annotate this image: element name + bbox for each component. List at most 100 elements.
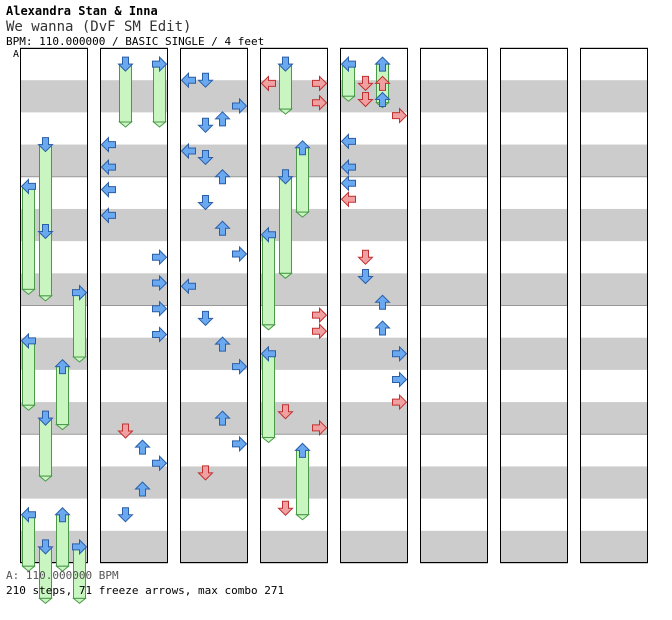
beat-band: [20, 466, 88, 499]
freeze-arrow-tail: [341, 95, 356, 102]
bpm-marker: A: [13, 49, 19, 60]
arrow-down-icon: [197, 310, 214, 327]
beat-band: [500, 208, 568, 242]
beat-band: [580, 208, 648, 242]
freeze-arrow-body: [296, 449, 309, 516]
arrow-left-icon: [20, 506, 36, 523]
arrow-up-icon: [214, 410, 231, 426]
freeze-arrow-tail: [21, 565, 36, 572]
arrow-left-icon: [340, 55, 356, 73]
beat-band: [420, 337, 488, 370]
arrow-down-icon: [37, 137, 54, 153]
beat-band: [260, 144, 328, 177]
song-artist: Alexandra Stan & Inna: [6, 4, 158, 18]
arrow-left-icon: [20, 178, 36, 195]
freeze-arrow-tail: [55, 565, 70, 572]
freeze-arrow-tail: [152, 121, 167, 128]
beat-band: [260, 530, 328, 563]
arrow-up-icon: [214, 111, 231, 127]
beat-band: [580, 466, 648, 499]
arrow-left-icon: [180, 142, 196, 160]
beat-band: [500, 80, 568, 113]
arrow-left-icon: [260, 226, 276, 243]
arrow-up-icon: [374, 56, 391, 72]
beat-band: [420, 80, 488, 113]
chart-info: BPM: 110.000000 / BASIC SINGLE / 4 feet: [6, 35, 265, 48]
arrow-right-icon: [392, 107, 408, 124]
beat-band: [420, 208, 488, 242]
freeze-arrow-body: [22, 514, 35, 567]
arrow-down-icon: [37, 410, 54, 426]
column-border: [260, 48, 328, 563]
arrow-left-icon: [100, 207, 116, 224]
beat-band: [580, 144, 648, 177]
arrow-right-icon: [152, 455, 168, 472]
arrow-down-icon: [117, 423, 134, 439]
beat-band: [180, 208, 248, 242]
arrow-right-icon: [72, 284, 88, 301]
arrow-right-icon: [312, 75, 328, 92]
arrow-right-icon: [152, 326, 168, 343]
arrow-down-icon: [277, 500, 294, 516]
bpm-change-legend: A: 110.000000 BPM: [6, 569, 119, 582]
beat-band: [100, 144, 168, 177]
freeze-arrow-tail: [261, 324, 276, 331]
arrow-left-icon: [180, 277, 196, 295]
arrow-down-icon: [277, 404, 294, 420]
freeze-arrow-body: [296, 147, 309, 213]
beat-band: [180, 402, 248, 435]
arrow-left-icon: [100, 136, 116, 153]
arrow-down-icon: [197, 72, 214, 88]
arrow-down-icon: [117, 507, 134, 523]
arrow-right-icon: [392, 393, 408, 411]
arrow-up-icon: [134, 439, 151, 455]
arrow-down-icon: [357, 249, 374, 265]
arrow-down-icon: [197, 195, 214, 211]
freeze-arrow-tail: [38, 475, 53, 482]
arrow-up-icon: [374, 91, 391, 107]
beat-band: [100, 466, 168, 499]
freeze-arrow-tail: [38, 597, 53, 605]
freeze-arrow-body: [56, 366, 69, 426]
freeze-arrow-tail: [55, 424, 70, 431]
freeze-arrow-tail: [278, 272, 293, 279]
beat-band: [580, 80, 648, 113]
arrow-left-icon: [340, 133, 356, 150]
column-border: [420, 48, 488, 563]
arrow-right-icon: [232, 97, 248, 115]
arrow-up-icon: [54, 507, 71, 523]
freeze-arrow-body: [262, 234, 275, 326]
arrow-right-icon: [392, 371, 408, 388]
freeze-arrow-tail: [118, 121, 133, 128]
freeze-arrow-body: [119, 63, 132, 123]
beat-band: [100, 530, 168, 563]
arrow-down-icon: [357, 269, 374, 285]
arrow-left-icon: [180, 71, 196, 89]
arrow-left-icon: [340, 174, 356, 192]
arrow-left-icon: [260, 345, 276, 362]
beat-band: [100, 273, 168, 306]
freeze-arrow-tail: [261, 436, 276, 444]
arrow-right-icon: [152, 55, 168, 73]
freeze-arrow-tail: [38, 295, 53, 302]
arrow-up-icon: [214, 220, 231, 236]
beat-band: [420, 144, 488, 177]
beat-band: [580, 337, 648, 370]
freeze-arrow-tail: [21, 404, 36, 411]
beat-band: [500, 466, 568, 499]
column-border: [20, 48, 88, 563]
beat-band: [420, 466, 488, 499]
column-border: [180, 48, 248, 563]
freeze-arrow-body: [279, 176, 292, 274]
beat-band: [500, 530, 568, 563]
arrow-right-icon: [72, 538, 88, 556]
column-border: [580, 48, 648, 563]
freeze-arrow-body: [22, 185, 35, 290]
beat-band: [500, 337, 568, 370]
arrow-up-icon: [374, 294, 391, 310]
arrow-left-icon: [20, 332, 36, 350]
freeze-arrow-tail: [72, 597, 87, 605]
column-border: [340, 48, 408, 563]
freeze-arrow-tail: [295, 514, 310, 521]
